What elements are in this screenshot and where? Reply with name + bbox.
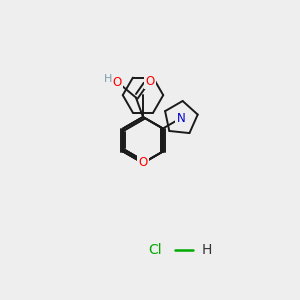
Text: O: O <box>112 76 122 89</box>
Text: N: N <box>176 112 185 125</box>
Text: O: O <box>138 157 148 169</box>
Text: H: H <box>202 243 212 257</box>
Text: Cl: Cl <box>148 243 162 257</box>
Text: H: H <box>104 74 112 84</box>
Text: O: O <box>146 75 155 88</box>
